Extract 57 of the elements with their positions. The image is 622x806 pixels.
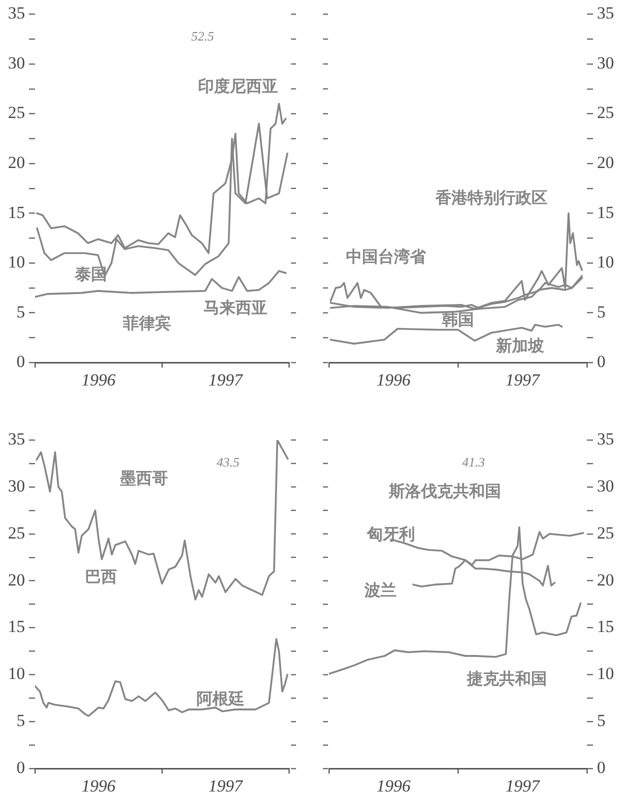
y-tick-label: 35 [597, 429, 614, 448]
series-label: 香港特别行政区 [434, 188, 548, 208]
y-tick-label: 25 [8, 523, 25, 542]
series-label: 阿根廷 [196, 688, 244, 708]
series-label: 印度尼西亚 [198, 76, 278, 96]
y-tick-label: 5 [597, 711, 606, 730]
y-tick-label: 30 [8, 53, 25, 72]
series-label: 马来西亚 [204, 298, 268, 317]
y-tick-label: 10 [8, 252, 25, 272]
text: 墨西哥 [119, 468, 168, 488]
y-tick-label: 20 [8, 570, 25, 590]
y-tick-label: 20 [8, 152, 25, 172]
series-label: 波兰 [364, 580, 397, 600]
y-tick-label: 25 [597, 103, 614, 122]
y-tick-label: 15 [597, 617, 614, 636]
y-tick-label: 0 [16, 352, 25, 372]
y-tick-label: 20 [597, 570, 614, 590]
y-tick-label: 30 [597, 476, 614, 496]
annotation: 菲律宾 [122, 313, 171, 332]
y-tick-label: 5 [597, 302, 606, 322]
annotation: 52.5 [191, 28, 215, 44]
y-tick-label: 0 [597, 352, 606, 372]
y-tick-label: 30 [8, 476, 25, 496]
y-tick-label: 0 [597, 758, 606, 778]
y-tick-label: 25 [597, 523, 614, 542]
y-tick-label: 30 [597, 53, 614, 72]
series-label: 韩国 [441, 310, 474, 329]
y-tick-label: 35 [8, 4, 25, 23]
x-tick-label: 1997 [506, 370, 541, 390]
x-tick-label: 1996 [82, 776, 116, 796]
y-tick-label: 10 [8, 664, 25, 684]
annotation: 43.5 [216, 454, 240, 470]
y-tick-label: 25 [8, 103, 25, 122]
x-tick-label: 1997 [208, 370, 244, 390]
y-tick-label: 10 [597, 664, 614, 684]
y-tick-label: 35 [597, 4, 614, 23]
x-tick-label: 1996 [376, 776, 411, 796]
series-label: 新加坡 [494, 336, 545, 356]
y-tick-label: 15 [597, 202, 614, 222]
y-tick-label: 20 [597, 152, 614, 172]
x-tick-label: 1997 [506, 776, 541, 796]
series-label: 匈牙利 [366, 524, 415, 544]
y-tick-label: 35 [8, 429, 25, 448]
annotation: 巴西 [85, 567, 118, 586]
x-tick-label: 1997 [208, 776, 244, 796]
y-tick-label: 5 [16, 711, 25, 730]
y-tick-label: 10 [597, 252, 614, 272]
y-tick-label: 15 [8, 617, 25, 636]
y-tick-label: 0 [16, 758, 25, 778]
y-tick-label: 5 [16, 302, 25, 322]
x-tick-label: 1996 [82, 370, 116, 390]
annotation: 41.3 [462, 454, 486, 470]
y-tick-label: 15 [8, 202, 25, 222]
x-tick-label: 1996 [376, 370, 411, 390]
series-label: 中国台湾省 [346, 247, 427, 266]
series-label: 捷克共和国 [466, 669, 548, 688]
annotation: 斯洛伐克共和国 [388, 482, 502, 501]
